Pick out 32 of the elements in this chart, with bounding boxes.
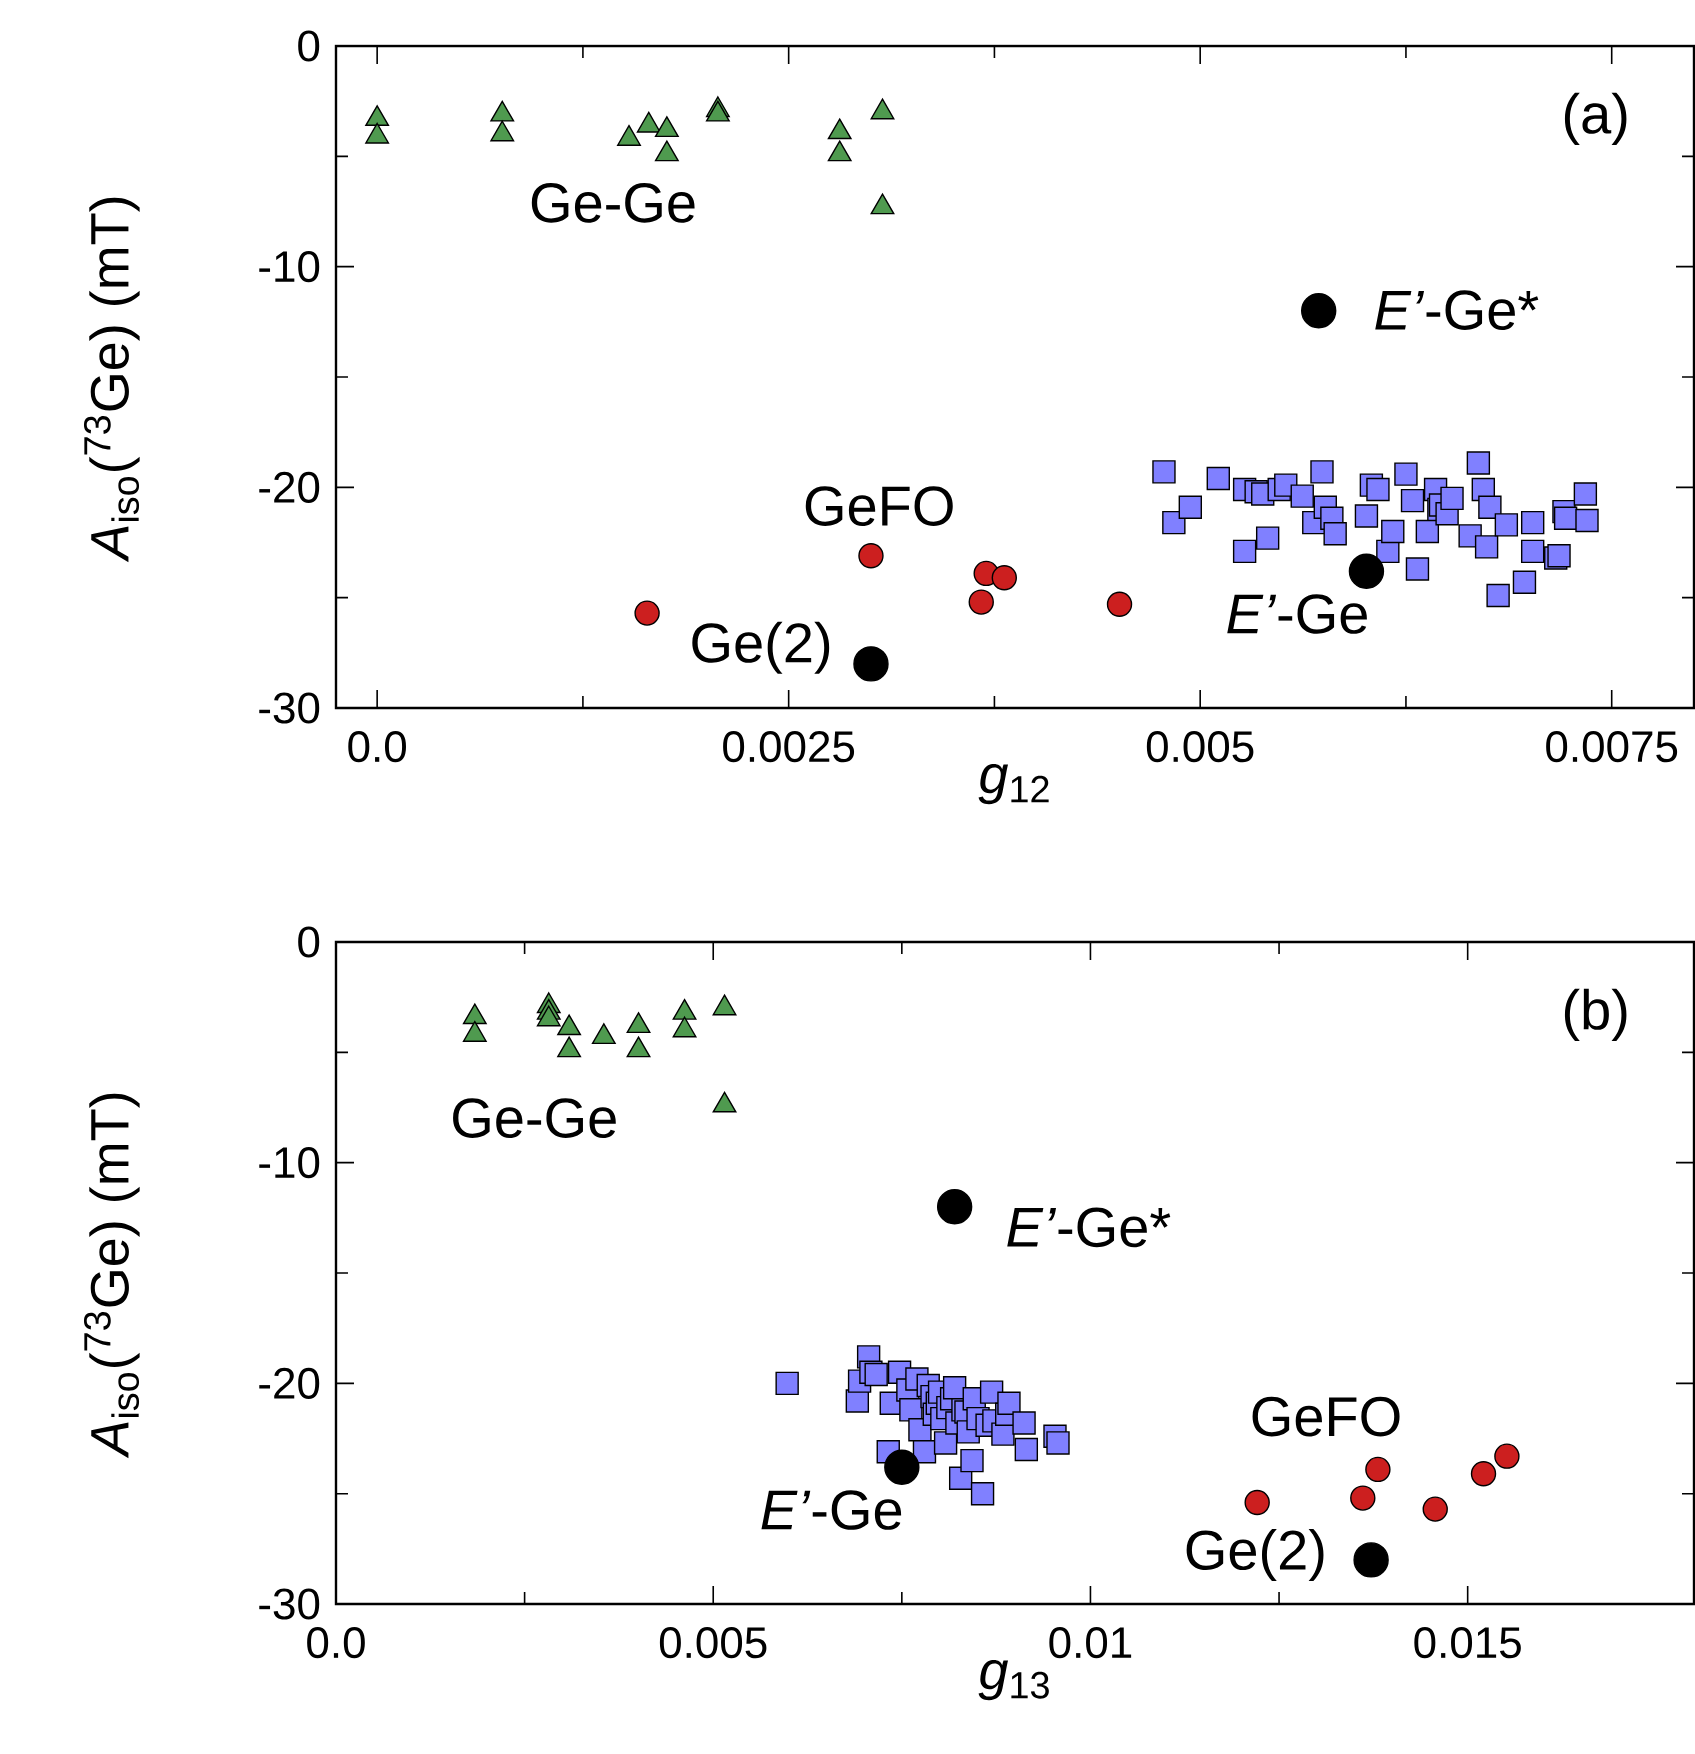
annotation: GeFO <box>1252 1396 1400 1437</box>
annotation: E’-Ge <box>1227 594 1367 634</box>
annotation: GeFO <box>805 486 953 526</box>
x-tick-label: 0.0 <box>307 1627 365 1659</box>
annotation: E’-Ge* <box>1007 1207 1171 1248</box>
annotation: Ge(2) <box>692 621 830 674</box>
y-tick-label: -20 <box>259 471 320 503</box>
y-tick-label: -10 <box>259 1147 320 1179</box>
x-axis-title: g$_{13}$ <box>978 1659 1049 1701</box>
y-tick-label: -20 <box>259 1367 320 1399</box>
x-tick-label: 0.005 <box>1146 731 1254 763</box>
annotation: Ge(2) <box>1186 1528 1324 1582</box>
x-tick-label: 0.005 <box>659 1627 767 1659</box>
annotation: E’-Ge* <box>1375 290 1539 330</box>
y-axis-title: A$_{iso}$($^{73}$Ge) (mT) <box>83 197 140 563</box>
y-tick-label: 0 <box>298 30 320 62</box>
y-tick-label: 0 <box>298 926 320 958</box>
y-tick-label: -10 <box>259 251 320 283</box>
text: (a) <box>1564 92 1627 145</box>
x-tick-label: 0.015 <box>1414 1627 1521 1659</box>
y-tick-label: -30 <box>259 1588 320 1620</box>
x-tick-label: 0.0 <box>348 731 406 763</box>
x-tick-label: 0.01 <box>1049 1627 1132 1659</box>
x-axis-title: g$_{12}$ <box>978 763 1049 805</box>
text: (b) <box>1564 988 1627 1041</box>
x-tick-label: 0.0075 <box>1546 731 1678 763</box>
annotation: Ge-Ge <box>531 183 695 223</box>
annotation: E’-Ge <box>761 1490 902 1530</box>
y-tick-label: -30 <box>259 692 320 724</box>
y-axis-title: A$_{iso}$($^{73}$Ge) (mT) <box>83 1093 140 1459</box>
x-tick-label: 0.0025 <box>723 731 854 763</box>
annotation: Ge-Ge <box>452 1098 616 1138</box>
